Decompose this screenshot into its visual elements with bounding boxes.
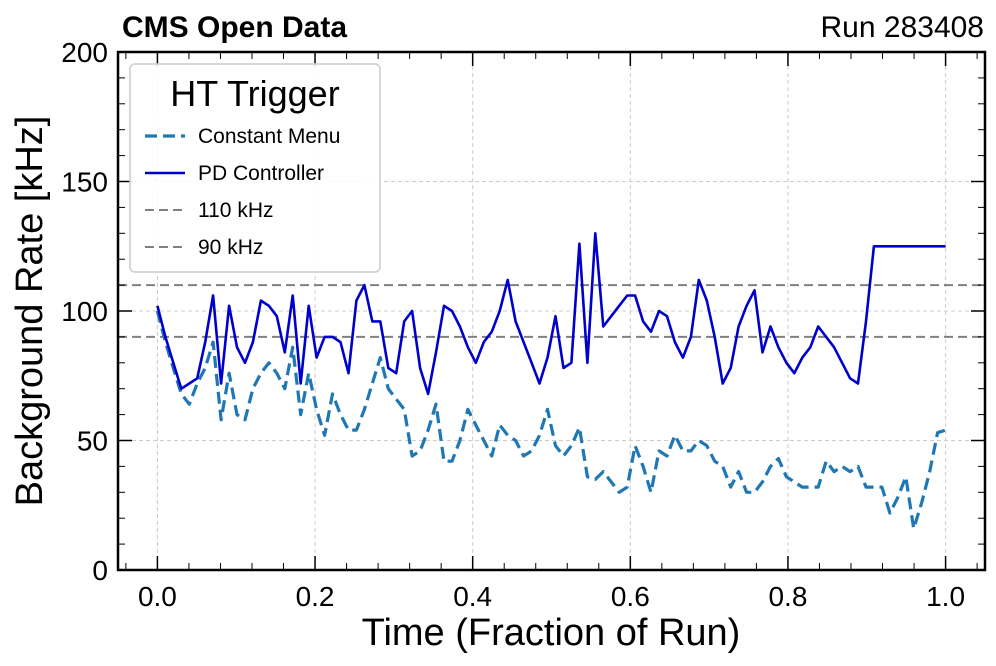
x-tick-label: 0.8 [768, 581, 807, 612]
x-tick-label: 0.2 [296, 581, 335, 612]
reference-lines [118, 284, 985, 338]
series-layer [155, 232, 947, 531]
legend: HT Trigger Constant Menu PD Controller 110… [129, 63, 381, 273]
legend-title: HT Trigger [170, 73, 339, 114]
x-tick-label: 0.4 [453, 581, 492, 612]
legend-label: Constant Menu [198, 125, 340, 148]
y-tick-label: 0 [92, 555, 108, 586]
x-tick-labels: 0.0 0.2 0.4 0.6 0.8 1.0 [138, 581, 965, 612]
legend-label: 90 kHz [198, 236, 263, 259]
legend-entries: Constant Menu PD Controller 110 kHz 90 kHz [145, 125, 340, 259]
y-tick-labels: 0 50 100 150 200 [61, 37, 108, 586]
y-tick-label: 50 [77, 426, 108, 457]
y-tick-label: 200 [61, 37, 108, 68]
y-axis-label: Background Rate [kHz] [9, 116, 51, 507]
x-tick-label: 1.0 [926, 581, 965, 612]
x-axis-label: Time (Fraction of Run) [362, 612, 741, 654]
x-tick-label: 0.0 [138, 581, 177, 612]
legend-label: 110 kHz [198, 199, 273, 222]
header-right-label: Run 283408 [821, 11, 984, 44]
plot-area [116, 50, 987, 572]
y-tick-label: 100 [61, 296, 108, 327]
header-left-label: CMS Open Data [122, 11, 347, 44]
series-line-constant-menu [155, 310, 947, 531]
series-line-pd-controller [156, 232, 946, 396]
legend-label: PD Controller [198, 162, 324, 185]
legend-box [129, 63, 381, 273]
x-tick-label: 0.6 [611, 581, 650, 612]
y-tick-label: 150 [61, 167, 108, 198]
